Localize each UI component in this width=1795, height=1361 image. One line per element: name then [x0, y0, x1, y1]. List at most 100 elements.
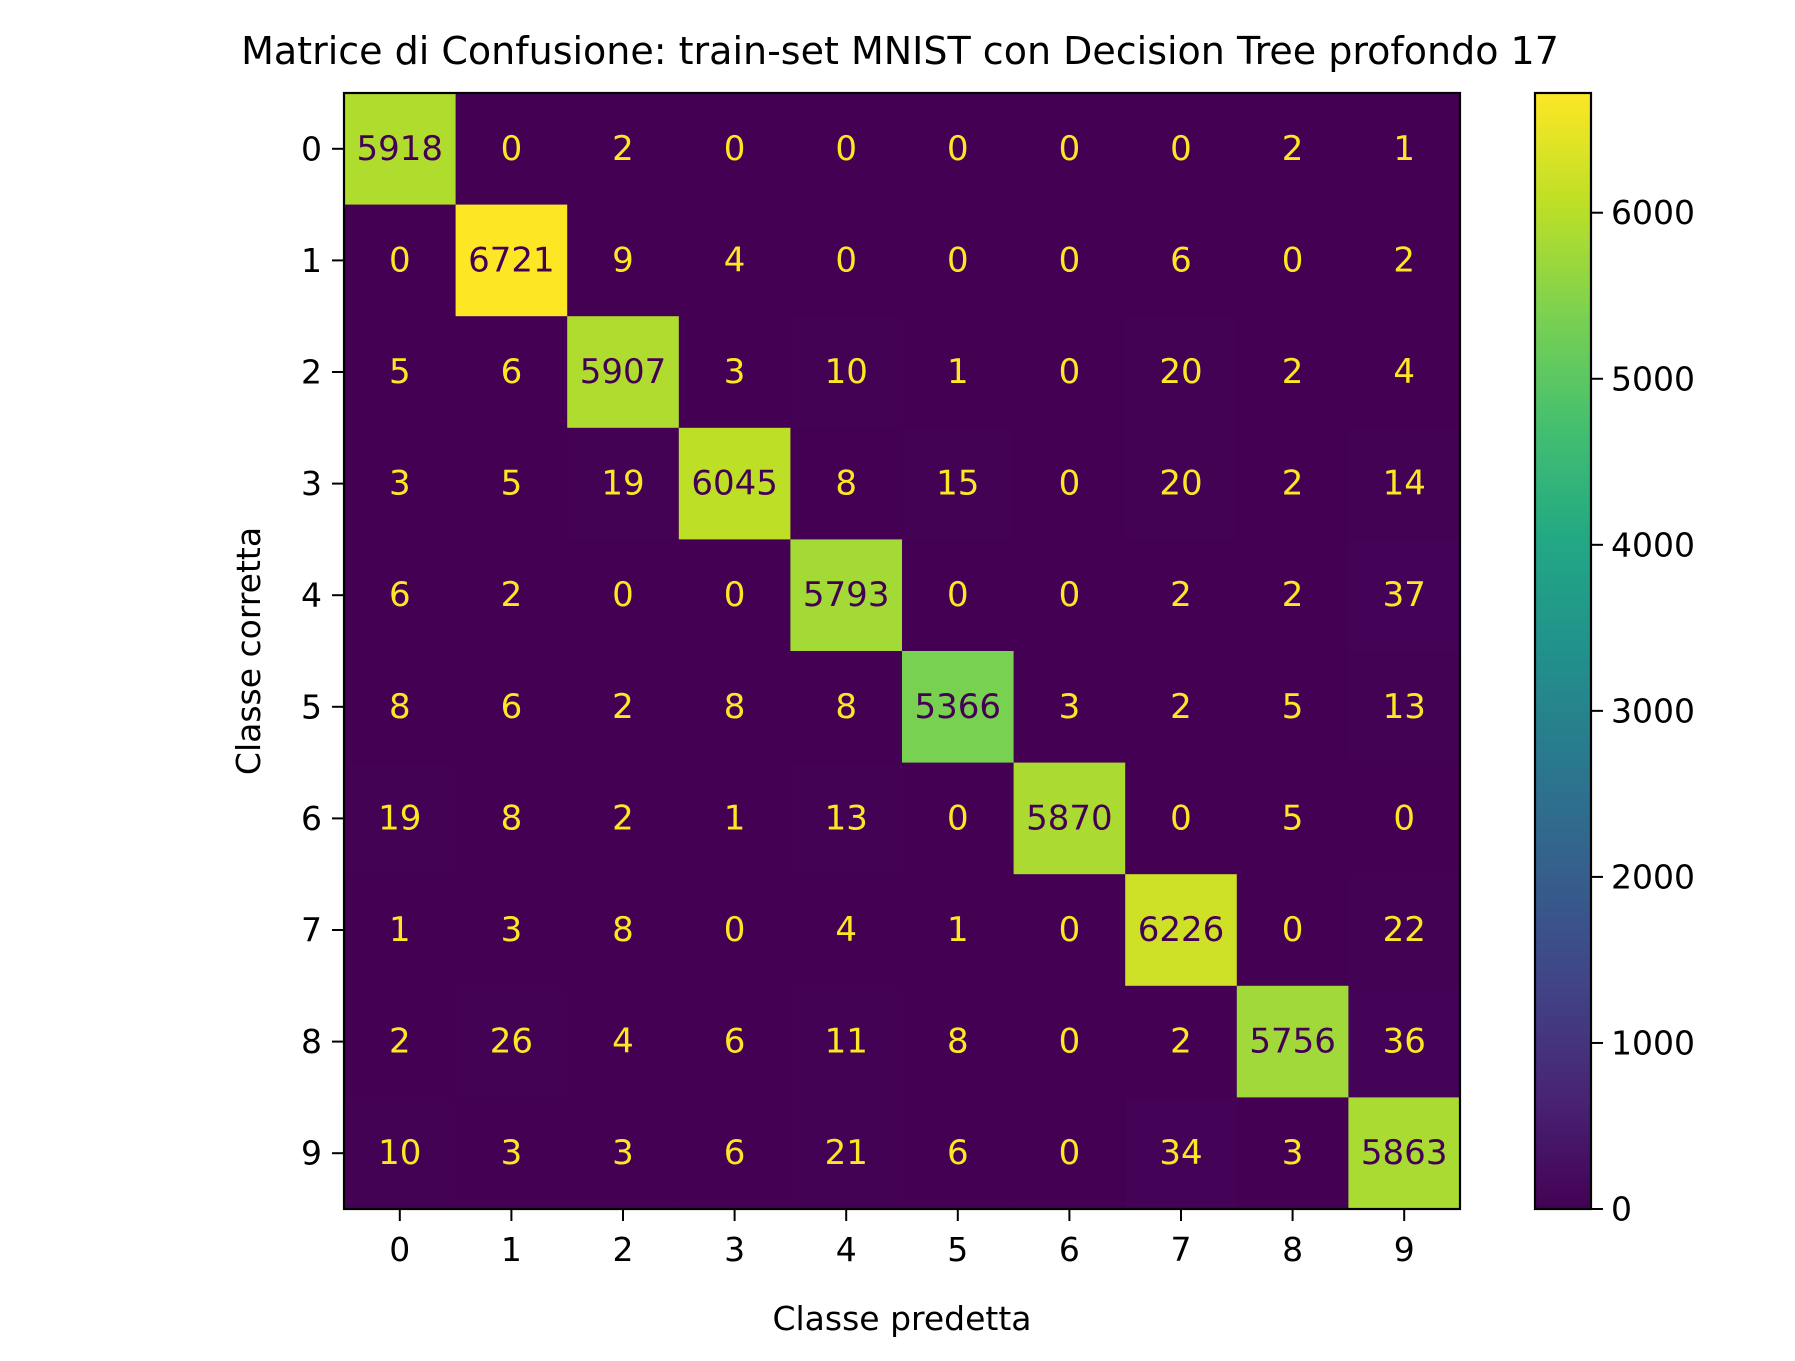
colorbar-ticks: 0 1000 2000 3000 4000 5000 6000 — [1591, 193, 1695, 1229]
heatmap-cell — [567, 985, 680, 1098]
heatmap-cell — [1013, 204, 1126, 317]
heatmap-cell — [1125, 762, 1238, 875]
cell-value-label: 0 — [1059, 464, 1081, 504]
cell-value-label: 0 — [1282, 910, 1304, 950]
heatmap-cell — [1013, 427, 1126, 540]
cell-value-label: 6 — [501, 352, 523, 392]
cell-value-label: 1 — [1393, 129, 1415, 169]
x-tick-label: 2 — [613, 1230, 634, 1269]
heatmap-cell — [1013, 874, 1126, 987]
colorbar-tick-label: 6000 — [1611, 193, 1695, 232]
colorbar-tick-label: 2000 — [1611, 857, 1695, 896]
cell-value-label: 3 — [501, 1133, 523, 1173]
cell-value-label: 4 — [1393, 352, 1415, 392]
cell-value-label: 2 — [1170, 1022, 1192, 1062]
heatmap-cell-labels: 5918 0 2 0 0 0 0 0 2 10 6721 9 4 0 0 0 6 0 25 6 5907 3 10 1 0 20 2… — [357, 129, 1448, 1173]
heatmap-cell — [1348, 985, 1461, 1098]
cell-value-label: 5793 — [803, 575, 890, 615]
y-tick-label: 7 — [301, 911, 322, 950]
heatmap-cell — [678, 762, 791, 875]
cell-value-label: 2 — [1170, 575, 1192, 615]
heatmap-cell — [1236, 427, 1349, 540]
cell-value-label: 0 — [947, 798, 969, 838]
heatmap-cell — [1348, 539, 1461, 652]
cell-value-label: 6 — [501, 687, 523, 727]
y-tick-label: 1 — [301, 241, 322, 280]
cell-value-label: 8 — [947, 1022, 969, 1062]
cell-value-label: 5918 — [357, 129, 444, 169]
heatmap-cell — [1348, 93, 1461, 206]
cell-value-label: 0 — [947, 240, 969, 280]
heatmap-cell — [344, 1097, 457, 1210]
heatmap-cell — [344, 427, 457, 540]
heatmap-cell — [1125, 204, 1238, 317]
chart-title: Matrice di Confusione: train-set MNIST c… — [241, 29, 1559, 73]
cell-value-label: 5 — [1282, 687, 1304, 727]
heatmap-cell — [344, 985, 457, 1098]
cell-value-label: 5870 — [1026, 798, 1113, 838]
heatmap-cell — [902, 427, 1015, 540]
cell-value-label: 2 — [1393, 240, 1415, 280]
cell-value-label: 36 — [1383, 1022, 1426, 1062]
cell-value-label: 3 — [1059, 687, 1081, 727]
heatmap-cell — [1348, 427, 1461, 540]
heatmap-cell — [678, 1097, 791, 1210]
cell-value-label: 8 — [835, 464, 857, 504]
heatmap-cell — [902, 874, 1015, 987]
y-axis-ticks: 0 1 2 3 4 5 6 7 8 9 — [301, 129, 344, 1173]
cell-value-label: 3 — [501, 910, 523, 950]
y-tick-label: 5 — [301, 687, 322, 726]
heatmap-cells — [344, 93, 1461, 1210]
heatmap-cell — [1348, 1097, 1461, 1210]
cell-value-label: 2 — [389, 1022, 411, 1062]
heatmap-cell — [790, 1097, 903, 1210]
heatmap-cell — [344, 539, 457, 652]
cell-value-label: 2 — [1282, 352, 1304, 392]
heatmap-cell — [790, 874, 903, 987]
cell-value-label: 3 — [1282, 1133, 1304, 1173]
cell-value-label: 2 — [612, 798, 634, 838]
cell-value-label: 0 — [389, 240, 411, 280]
heatmap-cell — [1236, 874, 1349, 987]
colorbar-tick-label: 5000 — [1611, 359, 1695, 398]
cell-value-label: 0 — [1059, 910, 1081, 950]
cell-value-label: 37 — [1383, 575, 1426, 615]
y-tick-label: 0 — [301, 129, 322, 168]
heatmap-cell — [1236, 539, 1349, 652]
cell-value-label: 0 — [947, 575, 969, 615]
heatmap-cell — [455, 539, 568, 652]
cell-value-label: 0 — [1059, 240, 1081, 280]
cell-value-label: 2 — [1282, 464, 1304, 504]
heatmap-cell — [1125, 874, 1238, 987]
heatmap-cell — [1236, 762, 1349, 875]
cell-value-label: 6721 — [468, 240, 555, 280]
cell-value-label: 2 — [1282, 129, 1304, 169]
cell-value-label: 6 — [1170, 240, 1192, 280]
cell-value-label: 4 — [724, 240, 746, 280]
cell-value-label: 0 — [1059, 129, 1081, 169]
cell-value-label: 5863 — [1361, 1133, 1448, 1173]
x-tick-label: 0 — [389, 1230, 410, 1269]
cell-value-label: 0 — [724, 129, 746, 169]
y-tick-label: 2 — [301, 353, 322, 392]
cell-value-label: 15 — [936, 464, 979, 504]
cell-value-label: 5907 — [580, 352, 667, 392]
cell-value-label: 13 — [825, 798, 868, 838]
cell-value-label: 6226 — [1138, 910, 1225, 950]
heatmap-cell — [1348, 204, 1461, 317]
heatmap-cell — [678, 316, 791, 429]
cell-value-label: 3 — [612, 1133, 634, 1173]
cell-value-label: 0 — [1059, 1022, 1081, 1062]
cell-value-label: 22 — [1383, 910, 1426, 950]
cell-value-label: 8 — [389, 687, 411, 727]
heatmap-cell — [1125, 427, 1238, 540]
heatmap-cell — [1348, 874, 1461, 987]
heatmap-cell — [1236, 985, 1349, 1098]
cell-value-label: 1 — [389, 910, 411, 950]
heatmap-cell — [1236, 316, 1349, 429]
cell-value-label: 0 — [612, 575, 634, 615]
cell-value-label: 0 — [1170, 129, 1192, 169]
heatmap-cell — [344, 762, 457, 875]
heatmap-cell — [567, 651, 680, 764]
heatmap-cell — [344, 204, 457, 317]
